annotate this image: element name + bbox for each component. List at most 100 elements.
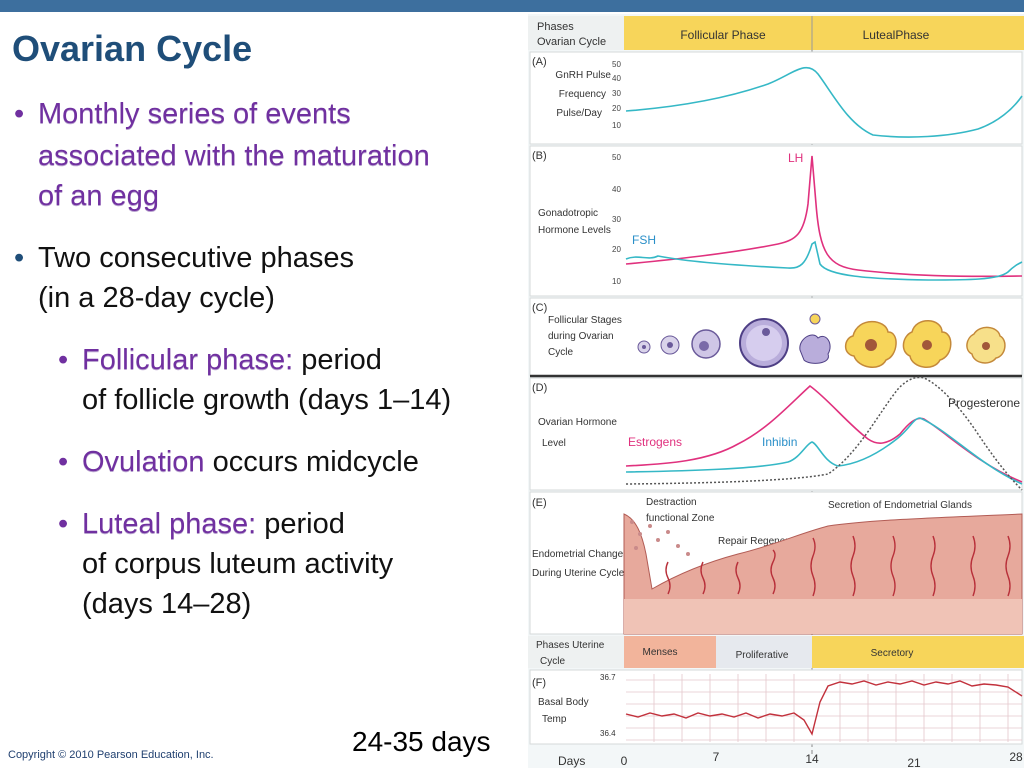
menses-label: Menses [642,647,677,658]
tick: 50 [612,153,621,162]
bullet-1-line-1: Monthly series of events [38,98,351,130]
secretory-cell [812,636,1024,668]
fsh-curve [625,240,1023,281]
panel-b-label-1: Gonadotropic [538,208,598,219]
tick: 30 [612,89,621,98]
panel-a-label-2: Frequency [559,89,606,100]
sub-bullet-dot: • [58,446,69,478]
sub-bullet-dot: • [58,508,69,540]
day-tick: 21 [907,756,921,768]
sub-bullet-dot: • [58,344,69,376]
day-tick: 14 [805,752,819,766]
panel-d-label-1: Ovarian Hormone [538,417,617,428]
panel-a [529,51,1023,145]
uterine-label-cell [528,636,624,668]
follicular-phase-cell [624,16,812,50]
proliferative-cell [716,636,812,668]
sub-bullet-ovulation: Ovulation occurs midcycle [82,444,419,480]
panel-e-label-2: During Uterine Cycle [532,568,625,579]
bullet-2-line-2: (in a 28-day cycle) [38,282,275,314]
ruptured-follicle [799,334,831,364]
functional-zone-label: functional Zone [646,513,715,524]
panel-f-label-1: Basal Body [538,697,589,708]
spiral-arteries [665,535,1011,597]
ovarian-cycle-label: Ovarian Cycle [537,36,606,48]
follicle-stages [637,313,1006,368]
sub-bullet-luteal: Luteal phase: period [82,506,345,542]
uterine-label-2: Cycle [540,656,565,667]
shed-tissue [630,520,690,556]
day-tick: 7 [713,750,720,764]
panel-c-letter: (C) [532,302,547,314]
tick: 10 [612,121,621,130]
panel-c-label-1: Follicular Stages [548,315,622,326]
panel-e-letter: (E) [532,497,547,509]
tick: 40 [612,185,621,194]
tick: 50 [612,60,621,69]
panel-f-label-2: Temp [542,714,567,725]
ovum [809,313,821,325]
bullet-2-line-1: Two consecutive phases [38,242,354,274]
panel-b-letter: (B) [532,150,547,162]
uterine-label-1: Phases Uterine [536,640,605,651]
panel-b-label-2: Hormone Levels [538,225,611,236]
phases-label: Phases [537,21,574,33]
lh-label: LH [788,151,803,165]
panel-c-label-3: Cycle [548,347,573,358]
top-accent-bar [0,0,1024,12]
sub-bullet-follicular: Follicular phase: period [82,342,382,378]
luteal-term: Luteal phase: [82,508,257,540]
copyright: Copyright © 2010 Pearson Education, Inc. [8,749,214,761]
panel-b-ticks: 50 40 30 20 10 [612,153,621,286]
follicular-text: period [301,344,382,376]
bullet-1-line-2: associated with the maturation [38,140,430,172]
ovulation-text: occurs midcycle [212,446,419,478]
panel-a-label-1: GnRH Pulse [555,70,611,81]
progesterone-label: Progesterone [948,396,1020,410]
panel-b [529,145,1023,297]
panel-f-letter: (F) [532,677,546,689]
panel-d-label-2: Level [542,438,566,449]
tick: 20 [612,104,621,113]
ovulation-term: Ovulation [82,446,205,478]
ovarian-cycle-figure: Phases Ovarian Cycle Follicular Phase Lu… [528,14,1024,768]
follicular-term: Follicular phase: [82,344,294,376]
panel-a-ticks: 50 40 30 20 10 [612,60,621,130]
inhibin-curve [625,417,1023,485]
estrogens-label: Estrogens [628,435,682,449]
cycle-length-label: 24-35 days [352,726,491,757]
day-tick: 0 [621,754,628,768]
temp-high: 36.7 [600,673,616,682]
day-tick: 28 [1009,750,1023,764]
panel-a-letter: (A) [532,56,547,68]
bullet-dot: • [14,242,25,274]
bullet-dot: • [14,98,25,130]
destraction-label: Destraction [646,497,697,508]
panel-d-letter: (D) [532,382,547,394]
secretory-label: Secretory [871,648,914,659]
luteal-text: period [264,508,345,540]
panel-c-label-2: during Ovarian [548,331,614,342]
panel-e-label-1: Endometrial Changes [532,549,628,560]
panel-d [529,377,1023,491]
panel-a-label-3: Pulse/Day [556,108,602,119]
proliferative-label: Proliferative [736,650,789,661]
temp-low: 36.4 [600,729,616,738]
tick: 10 [612,277,621,286]
gnrh-curve [625,66,1023,138]
inhibin-label: Inhibin [762,435,797,449]
tick: 20 [612,245,621,254]
follicular-text-2: of follicle growth (days 1–14) [82,384,452,416]
menses-cell [624,636,716,668]
days-axis-label: Days [558,754,585,768]
luteal-text-2: of corpus luteum activity [82,548,394,580]
repair-label: Repair Regeneration [718,536,810,547]
tick: 30 [612,215,621,224]
slide-title: Ovarian Cycle [12,28,253,69]
luteal-text-3: (days 14–28) [82,588,252,620]
follicular-phase-label: Follicular Phase [680,28,766,42]
lh-curve [625,155,1023,278]
luteal-phase-label: LutealPhase [863,28,930,42]
phase-label-cell [528,16,624,50]
secretion-label: Secretion of Endometrial Glands [828,500,972,511]
